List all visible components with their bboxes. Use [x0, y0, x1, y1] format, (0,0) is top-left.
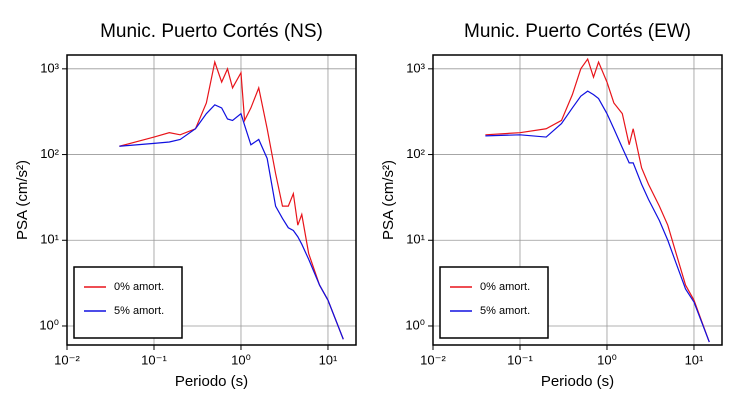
y-axis-label: PSA (cm/s²) [380, 160, 397, 240]
x-tick-label: 10⁻¹ [507, 352, 533, 367]
legend-box [439, 266, 549, 339]
x-tick-label: 10¹ [319, 352, 338, 367]
y-tick-label: 10¹ [40, 232, 59, 247]
x-axis-label: Periodo (s) [541, 373, 614, 390]
y-tick-label: 10⁰ [39, 317, 59, 332]
plot-frame [66, 54, 357, 346]
series-line [119, 104, 344, 340]
x-tick-label: 10⁰ [597, 352, 617, 367]
legend-label: 5% amort. [114, 305, 164, 317]
series-line [485, 57, 710, 343]
y-tick-label: 10³ [406, 60, 425, 75]
series-line [485, 90, 710, 343]
y-tick-label: 10⁰ [405, 317, 425, 332]
legend-label: 5% amort. [480, 305, 530, 317]
chart-title: Munic. Puerto Cortés (EW) [464, 21, 691, 42]
x-tick-label: 10⁻¹ [141, 352, 167, 367]
legend-label: 0% amort. [114, 281, 164, 293]
x-axis-label: Periodo (s) [175, 373, 248, 390]
chart-title: Munic. Puerto Cortés (NS) [100, 21, 323, 42]
y-tick-label: 10¹ [406, 232, 425, 247]
y-axis-label: PSA (cm/s²) [14, 160, 31, 240]
legend-box [73, 266, 183, 339]
legend-label: 0% amort. [480, 281, 530, 293]
y-tick-label: 10² [40, 146, 59, 161]
plot-frame [432, 54, 723, 346]
y-tick-label: 10² [406, 146, 425, 161]
y-tick-label: 10³ [40, 60, 59, 75]
x-tick-label: 10⁰ [231, 352, 251, 367]
x-tick-label: 10⁻² [54, 352, 80, 367]
x-tick-label: 10¹ [685, 352, 704, 367]
x-tick-label: 10⁻² [420, 352, 446, 367]
